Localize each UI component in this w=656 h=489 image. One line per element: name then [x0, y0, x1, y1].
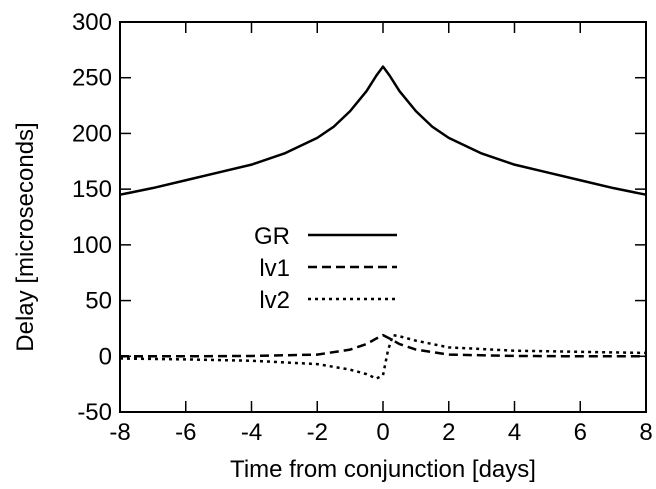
- x-tick-label-0: -8: [109, 419, 130, 446]
- x-axis-title: Time from conjunction [days]: [230, 456, 536, 483]
- legend-label-lv1: lv1: [259, 255, 290, 282]
- x-tick-label-2: -4: [241, 419, 262, 446]
- ticks-layer: -8 -6 -4 -2 0 2 4 6 8 -50 0 50 100 150 200 250 300: [72, 9, 653, 446]
- plot-frame: [119, 21, 647, 413]
- x-tick-label-5: 2: [442, 419, 455, 446]
- y-tick-label-2: 50: [85, 288, 112, 315]
- legend: GR lv1 lv2: [254, 223, 397, 314]
- y-tick-label-4: 150: [72, 176, 112, 203]
- legend-label-lv2: lv2: [259, 287, 290, 314]
- series-layer: [119, 65, 647, 380]
- plot-area: [119, 21, 647, 413]
- y-tick-label-0: -50: [77, 399, 112, 426]
- y-tick-label-3: 100: [72, 232, 112, 259]
- x-tick-label-3: -2: [307, 419, 328, 446]
- legend-label-GR: GR: [254, 223, 290, 250]
- x-tick-label-1: -6: [175, 419, 196, 446]
- x-tick-label-6: 4: [508, 419, 521, 446]
- series-line-lv1: [120, 333, 646, 358]
- y-tick-label-5: 200: [72, 120, 112, 147]
- y-tick-label-6: 250: [72, 65, 112, 92]
- x-tick-label-7: 6: [574, 419, 587, 446]
- x-tick-label-4: 0: [376, 419, 389, 446]
- y-tick-label-1: 0: [99, 343, 112, 370]
- series-line-GR: [119, 65, 647, 196]
- y-axis-title: Delay [microseconds]: [12, 122, 39, 351]
- x-tick-label-8: 8: [639, 419, 652, 446]
- y-tick-label-7: 300: [72, 9, 112, 36]
